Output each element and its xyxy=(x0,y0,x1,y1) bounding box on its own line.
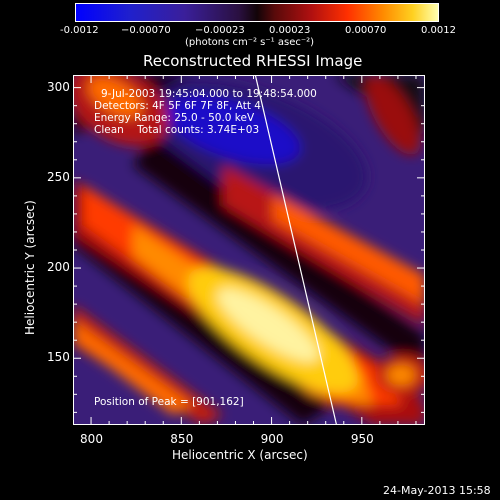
chart-title: Reconstructed RHESSI Image xyxy=(143,52,363,70)
x-tick-label: 950 xyxy=(350,432,374,446)
axis-ticks xyxy=(73,75,425,425)
annotation-peak: Position of Peak = [901,162] xyxy=(94,396,244,408)
heatmap-plot xyxy=(73,75,425,425)
colorbar-tick-4: 0.00070 xyxy=(345,25,387,36)
y-tick-label: 150 xyxy=(47,350,70,365)
colorbar-units: (photons cm⁻² s⁻¹ asec⁻²) xyxy=(185,37,315,48)
colorbar-tick-2: −0.00023 xyxy=(195,25,245,36)
y-axis-label: Heliocentric Y (arcsec) xyxy=(23,200,37,335)
colorbar-tick-1: −0.00070 xyxy=(121,25,171,36)
colorbar-tick-0: -0.0012 xyxy=(60,25,99,36)
annotation-detectors: Detectors: 4F 5F 6F 7F 8F, Att 4 xyxy=(94,100,261,112)
y-tick-label: 300 xyxy=(47,79,70,94)
footer-date: 24-May-2013 15:58 xyxy=(383,484,491,497)
x-tick-label: 800 xyxy=(80,432,103,446)
solar-limb-line xyxy=(254,75,338,425)
colorbar-tick-5: 0.0012 xyxy=(421,25,456,36)
x-axis-label: Heliocentric X (arcsec) xyxy=(172,448,308,462)
annotation-energy: Energy Range: 25.0 - 50.0 keV xyxy=(94,112,255,124)
x-tick-label: 900 xyxy=(260,432,284,446)
x-tick-label: 850 xyxy=(170,432,194,446)
annotation-time-range: 9-Jul-2003 19:45:04.000 to 19:48:54.000 xyxy=(101,88,317,100)
colorbar-tick-3: 0.00023 xyxy=(269,25,311,36)
annotation-method: Clean Total counts: 3.74E+03 xyxy=(94,124,260,136)
colorbar xyxy=(75,3,439,22)
y-tick-label: 250 xyxy=(47,169,70,184)
y-tick-label: 200 xyxy=(47,260,70,275)
